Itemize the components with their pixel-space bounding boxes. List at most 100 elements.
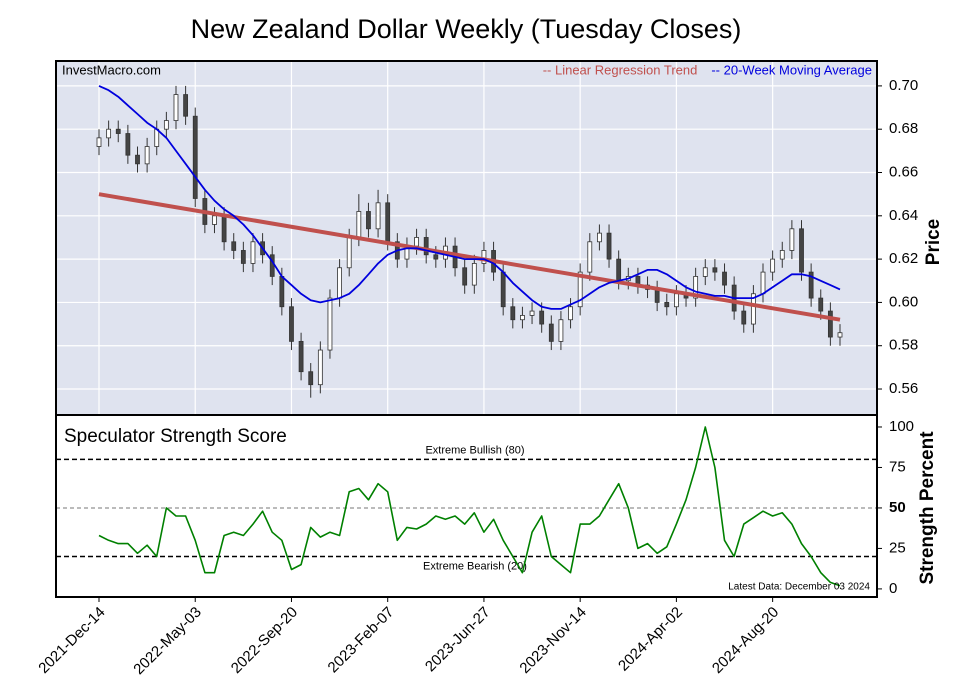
candle-body — [327, 297, 333, 351]
chart-title: New Zealand Dollar Weekly (Tuesday Close… — [191, 14, 742, 44]
y-tick-label: 0.64 — [889, 207, 918, 224]
candle-body — [558, 319, 564, 342]
candle-body — [577, 271, 583, 308]
candle-body — [799, 228, 804, 273]
candle-body — [221, 215, 227, 243]
x-tick-label: 2023-Jun-27 — [422, 604, 494, 676]
candle-body — [183, 94, 189, 117]
candle-body — [240, 250, 246, 264]
candle-body — [510, 306, 516, 321]
candle-body — [375, 202, 381, 230]
y-tick-label: 0.62 — [889, 250, 918, 267]
candle-body — [192, 115, 198, 199]
candle-body — [231, 241, 237, 251]
candle-body — [289, 306, 294, 342]
candle-body — [529, 310, 535, 316]
candle-body — [317, 349, 323, 386]
candle-body — [654, 289, 660, 303]
candle-body — [548, 323, 554, 342]
y-axis-label: Price — [923, 219, 944, 265]
strength-panel — [56, 415, 877, 597]
legend-entry: -- Linear Regression Trend — [543, 62, 698, 77]
candle-body — [779, 250, 785, 260]
candle-body — [674, 293, 679, 308]
x-tick-label: 2021-Dec-14 — [35, 604, 108, 677]
y-tick-label: 0.56 — [889, 380, 918, 397]
candle-body — [789, 228, 795, 251]
reference-label: Extreme Bullish (80) — [425, 444, 524, 456]
price-panel — [56, 61, 877, 415]
x-tick-label: 2024-Aug-20 — [709, 604, 782, 677]
moving-average-line — [98, 85, 841, 310]
y-tick-label: 50 — [889, 499, 906, 516]
candle-body — [539, 310, 545, 325]
candle-body — [337, 267, 342, 299]
strength-line — [98, 426, 841, 587]
candle-body — [154, 128, 160, 147]
candle-body — [520, 315, 525, 321]
candle-body — [308, 371, 314, 386]
y-tick-label: 0.60 — [889, 293, 918, 310]
reference-label: Extreme Bearish (20) — [423, 560, 527, 572]
candle-body — [587, 241, 593, 273]
candle-body — [144, 146, 150, 165]
y-tick-label: 0 — [889, 580, 897, 597]
frame — [55, 60, 878, 598]
x-tick-label: 2023-Feb-07 — [325, 604, 398, 677]
candle-body — [760, 271, 766, 295]
y-tick-label: 0.66 — [889, 163, 918, 180]
panel-title: Speculator Strength Score — [64, 426, 287, 447]
candle-body — [115, 128, 121, 134]
watermark: InvestMacro.com — [62, 62, 161, 77]
candle-body — [722, 271, 727, 286]
candle-body — [173, 94, 179, 121]
candle-body — [433, 254, 439, 260]
candle-body — [423, 237, 429, 256]
candle-body — [693, 276, 699, 299]
x-tick-label: 2022-May-03 — [130, 604, 205, 679]
latest-note: Latest Data: December 03 2024 — [728, 582, 870, 593]
candle-body — [664, 302, 670, 308]
candle-body — [568, 306, 573, 321]
y-tick-label: 0.58 — [889, 337, 918, 354]
candle-body — [135, 154, 140, 165]
y-tick-label: 75 — [889, 458, 906, 475]
candle-body — [346, 237, 352, 269]
trend-line — [98, 192, 841, 322]
candle-body — [471, 263, 477, 286]
candle-body — [298, 340, 304, 373]
candle-body — [616, 258, 622, 282]
candle-body — [500, 271, 506, 308]
candle-body — [250, 241, 256, 264]
candle-body — [741, 310, 747, 325]
candle-body — [125, 133, 131, 156]
x-tick-label: 2022-Sep-20 — [228, 604, 301, 677]
candle-body — [163, 120, 169, 130]
candle-body — [770, 258, 776, 273]
candle-body — [606, 232, 612, 260]
candle-body — [750, 293, 756, 325]
candle-body — [462, 267, 468, 286]
candle-body — [818, 297, 824, 312]
candle-body — [212, 215, 217, 225]
candle-body — [712, 267, 718, 273]
candle-body — [366, 211, 371, 230]
candle-body — [481, 250, 487, 264]
candle-body — [279, 276, 285, 308]
candle-body — [356, 211, 362, 238]
candle-body — [106, 128, 112, 139]
x-tick-label: 2024-Apr-02 — [615, 604, 686, 675]
x-tick-label: 2023-Nov-14 — [516, 604, 589, 677]
candle-body — [414, 237, 419, 247]
y-tick-label: 25 — [889, 539, 906, 556]
candle-body — [702, 267, 708, 277]
y-axis-label: Strength Percent — [917, 431, 938, 585]
legend-entry: -- 20-Week Moving Average — [711, 62, 872, 77]
candle-body — [96, 137, 102, 147]
candle-body — [385, 202, 391, 243]
candle-body — [597, 232, 602, 243]
candle-body — [837, 332, 843, 338]
y-tick-label: 100 — [889, 418, 914, 435]
candle-body — [827, 310, 833, 338]
